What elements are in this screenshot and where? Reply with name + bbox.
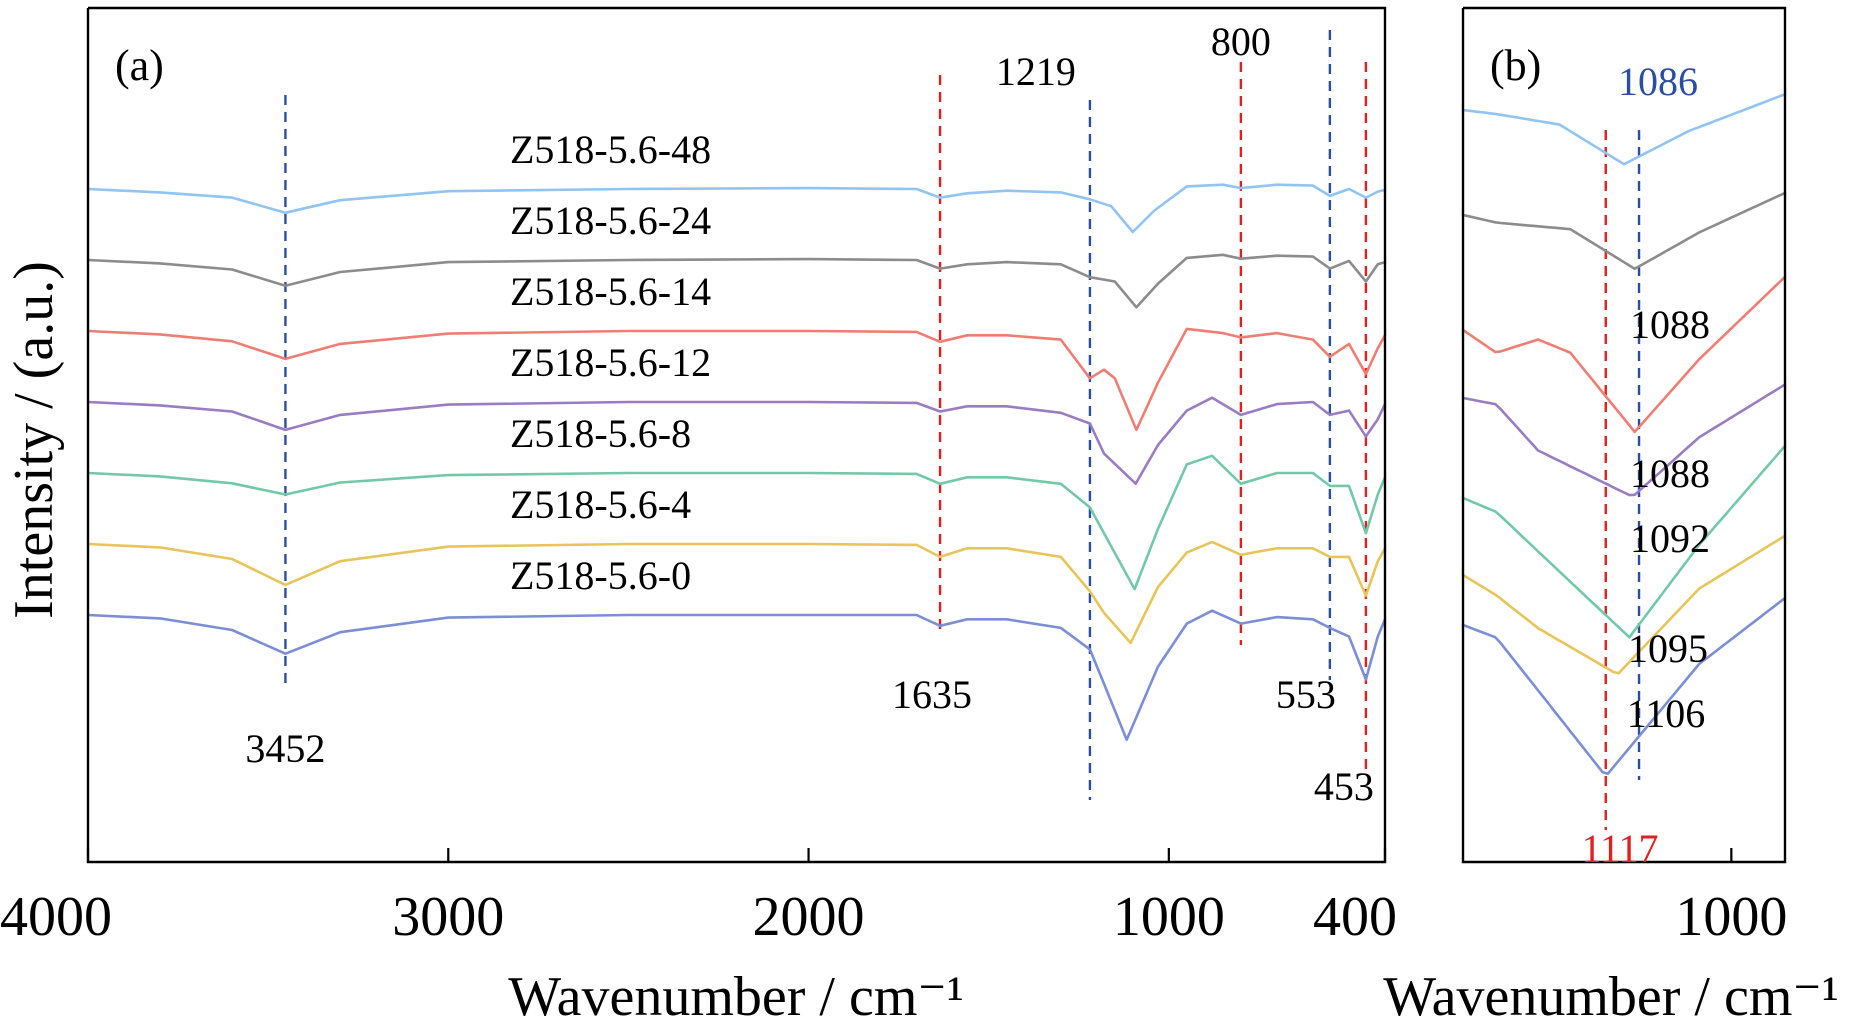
marker-label-553: 553 [1276,672,1336,717]
zoom-series-line-z518-5-6-4 [1461,534,1787,675]
peak-label-1088-2: 1088 [1630,451,1710,496]
panel-b-markers [1604,130,1641,830]
peak-label-1092-3: 1092 [1630,516,1710,561]
series-label-z518-5-6-12: Z518-5.6-12 [510,340,711,385]
series-line-z518-5-6-4 [86,540,1387,645]
panel-a-x-axis-label: Wavenumber / cm⁻¹ [508,966,963,1028]
panel-a: 4000 3000 2000 1000 400 (a) Wavenumber / cm⁻… [0,6,1397,1028]
series-line-z518-5-6-8 [86,454,1387,591]
panel-b-peak-labels: 1086 1088 1088 1092 1095 1106 1117 [1581,59,1710,871]
peak-label-1117-6: 1117 [1581,826,1658,871]
zoom-x-tick-label-1000: 1000 [1675,886,1787,948]
zoom-series-line-z518-5-6-8 [1461,444,1787,639]
marker-label-1219: 1219 [996,49,1076,94]
series-line-z518-5-6-24 [86,253,1387,309]
series-line-z518-5-6-0 [86,609,1387,741]
series-line-z518-5-6-12 [86,396,1387,485]
panel-a-label: (a) [115,41,164,90]
peak-label-1086-0: 1086 [1618,59,1698,104]
series-line-z518-5-6-48 [86,183,1387,234]
panel-b-axes [1461,6,1787,864]
series-line-z518-5-6-14 [86,327,1387,432]
marker-label-1635: 1635 [892,672,972,717]
peak-label-1095-4: 1095 [1628,626,1708,671]
peak-label-1106-5: 1106 [1627,691,1706,736]
zoom-series-line-z518-5-6-14 [1461,275,1787,434]
series-label-z518-5-6-24: Z518-5.6-24 [510,198,711,243]
panel-a-series [86,183,1387,741]
marker-label-3452: 3452 [245,726,325,771]
zoom-series-line-z518-5-6-24 [1461,191,1787,271]
series-label-z518-5-6-48: Z518-5.6-48 [510,127,711,172]
panel-b: 1000 (b) Wavenumber / cm⁻¹ 1086108810881… [1383,6,1839,1028]
marker-label-800: 800 [1211,19,1271,64]
panel-b-x-axis-label: Wavenumber / cm⁻¹ [1383,966,1838,1028]
panel-b-x-ticks: 1000 [1675,848,1787,948]
marker-label-453: 453 [1314,764,1374,809]
x-tick-label-4000: 4000 [0,886,112,948]
zoom-series-line-z518-5-6-0 [1461,596,1787,775]
x-tick-label-2000: 2000 [753,886,865,948]
series-label-z518-5-6-0: Z518-5.6-0 [510,553,691,598]
panel-b-label: (b) [1490,41,1541,90]
series-label-z518-5-6-14: Z518-5.6-14 [510,269,711,314]
x-tick-label-400: 400 [1313,886,1397,948]
panel-a-series-labels: Z518-5.6-48 Z518-5.6-24 Z518-5.6-14 Z518-5.… [510,127,711,598]
series-label-z518-5-6-8: Z518-5.6-8 [510,411,691,456]
x-tick-label-1000: 1000 [1113,886,1225,948]
panel-a-marker-labels: 3452 1635 1219 800 553 453 [245,19,1373,809]
x-tick-label-3000: 3000 [392,886,504,948]
zoom-series-line-z518-5-6-48 [1461,92,1787,166]
panel-a-markers [284,30,1368,800]
panel-b-series [1461,92,1787,775]
zoom-series-line-z518-5-6-12 [1461,383,1787,497]
y-axis-label: Intensity / (a.u.) [3,261,65,619]
panel-a-x-ticks: 4000 3000 2000 1000 400 [0,848,1397,948]
peak-label-1088-1: 1088 [1630,302,1710,347]
series-label-z518-5-6-4: Z518-5.6-4 [510,482,691,527]
